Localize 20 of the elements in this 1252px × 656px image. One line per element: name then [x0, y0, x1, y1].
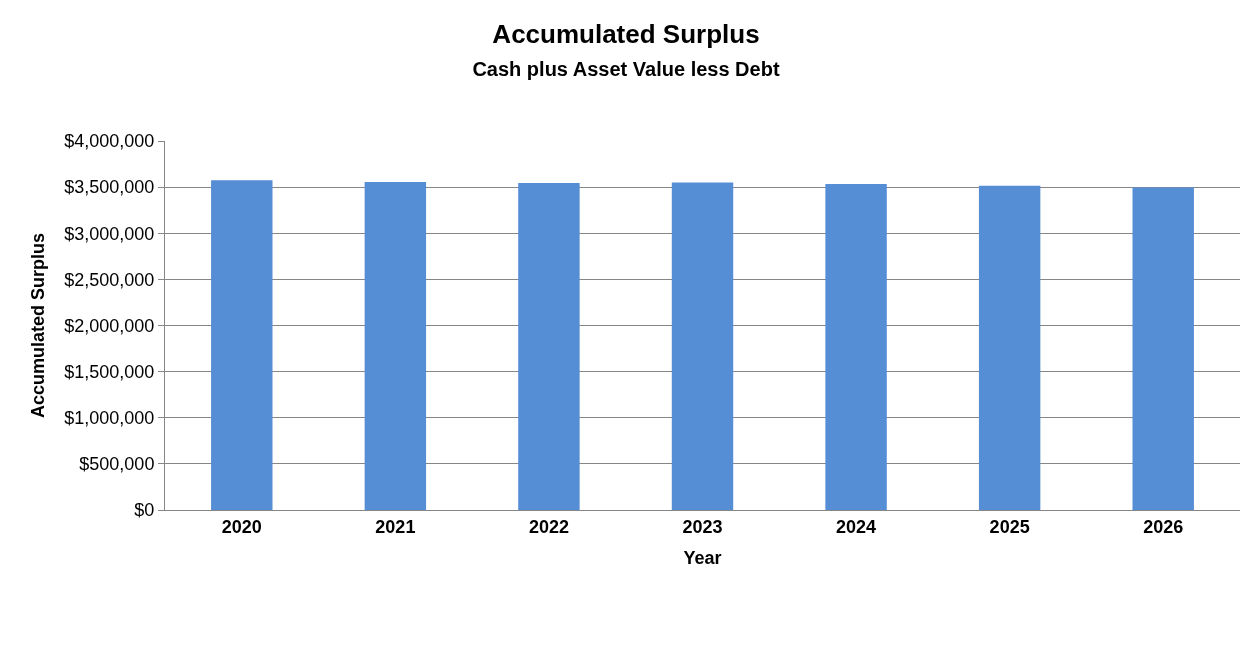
y-tick-label: $2,000,000: [64, 315, 155, 336]
chart-subtitle: Cash plus Asset Value less Debt: [472, 58, 780, 81]
y-tick-label: $2,500,000: [64, 269, 155, 290]
x-tick-label: 2021: [375, 516, 416, 537]
y-tick-label: $3,500,000: [64, 177, 155, 198]
x-tick-label: 2022: [528, 516, 569, 537]
y-tick-label: $4,000,000: [64, 131, 155, 152]
x-tick-label: 2023: [682, 516, 723, 537]
x-tick-label: 2020: [221, 516, 262, 537]
x-tick-label: 2025: [989, 516, 1030, 537]
y-tick-label: $1,000,000: [64, 408, 155, 429]
x-axis-title: Year: [683, 547, 722, 568]
y-tick-label: $0: [134, 500, 155, 521]
x-tick-label: 2026: [1143, 516, 1184, 537]
y-tick-label: $3,000,000: [64, 223, 155, 244]
chart-title: Accumulated Surplus: [492, 18, 760, 49]
y-tick-label: $1,500,000: [64, 361, 155, 382]
y-tick-label: $500,000: [79, 454, 155, 475]
y-axis-title: Accumulated Surplus: [27, 232, 48, 419]
x-tick-label: 2024: [836, 516, 877, 537]
